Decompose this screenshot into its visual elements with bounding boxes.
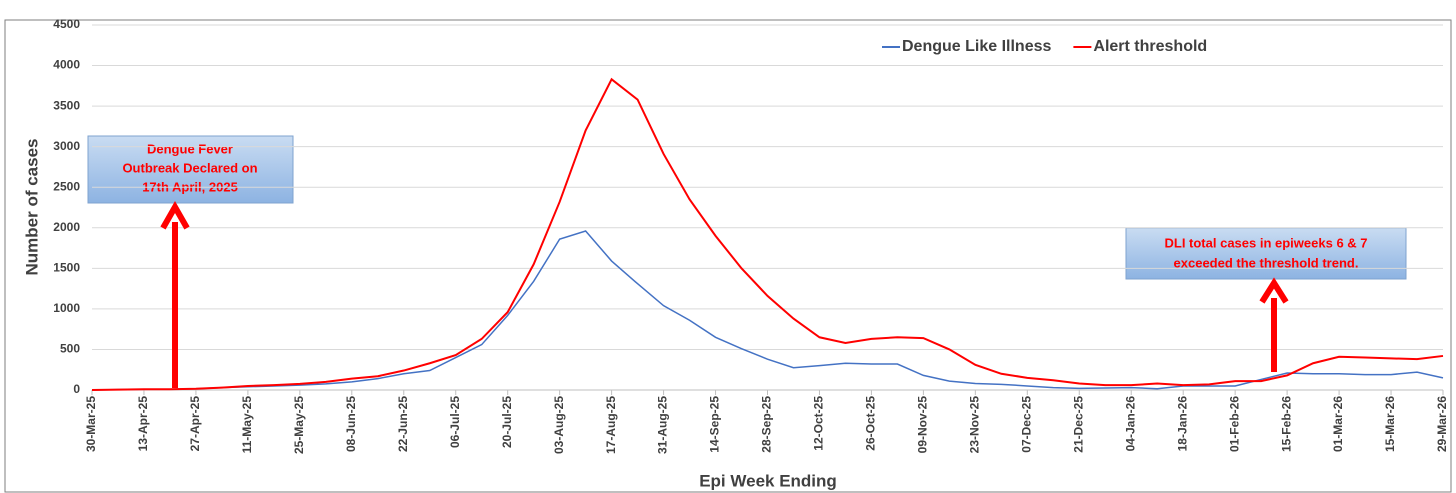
x-tick-label: 27-Apr-25 (188, 396, 202, 452)
y-tick-label: 500 (60, 342, 80, 356)
x-tick-label: 23-Nov-25 (968, 396, 982, 454)
series-line (91, 77, 1444, 391)
series-line (91, 230, 1444, 391)
annotation-text: exceeded the threshold trend. (1174, 255, 1359, 270)
x-tick-label: 31-Aug-25 (656, 396, 670, 454)
x-tick-label: 06-Jul-25 (448, 396, 462, 448)
annotation-text: Dengue Fever (147, 141, 233, 156)
x-tick-label: 09-Nov-25 (916, 396, 930, 454)
x-tick-label: 13-Apr-25 (136, 396, 150, 452)
x-tick-label: 22-Jun-25 (396, 396, 410, 452)
x-tick-label: 03-Aug-25 (552, 396, 566, 454)
annotation-text: Outbreak Declared on (122, 160, 257, 175)
plot: 0 500 1000 1500 2000 2500 3000 3500 4000 4500 30-M… (53, 17, 1449, 454)
y-tick-label: 0 (73, 382, 80, 396)
chart-frame (4, 19, 1452, 493)
x-tick-label: 29-Mar-26 (1435, 396, 1449, 452)
x-tick-label: 01-Mar-26 (1331, 396, 1345, 452)
y-tick-label: 2500 (53, 179, 80, 193)
x-tick-label: 15-Feb-26 (1279, 396, 1293, 452)
x-tick-label: 17-Aug-25 (604, 396, 618, 454)
x-tick-label: 14-Sep-25 (708, 396, 722, 453)
x-tick-label: 12-Oct-25 (812, 396, 826, 451)
x-tick-label: 11-May-25 (240, 396, 254, 454)
legend-label: Dengue Like Illness (902, 38, 1051, 55)
y-tick-label: 2000 (53, 220, 80, 234)
x-tick-label: 01-Feb-26 (1227, 396, 1241, 452)
y-axis-label: Number of cases (22, 139, 41, 276)
x-tick-label: 28-Sep-25 (760, 396, 774, 453)
y-tick-label: 4000 (53, 58, 80, 72)
arrow-head (160, 200, 190, 230)
arrow-head (1259, 277, 1289, 304)
y-tick-label: 3000 (53, 139, 80, 153)
y-tick-label: 4500 (53, 17, 80, 31)
x-tick-label: 15-Mar-26 (1383, 396, 1397, 452)
x-tick-label: 21-Dec-25 (1071, 396, 1085, 453)
x-tick-label: 04-Jan-26 (1123, 396, 1137, 452)
annotation-text: DLI total cases in epiweeks 6 & 7 (1164, 235, 1367, 250)
y-tick-label: 1000 (53, 301, 80, 315)
y-tick-label: 3500 (53, 98, 80, 112)
x-tick-label: 08-Jun-25 (344, 396, 358, 452)
x-tick-label: 20-Jul-25 (500, 396, 514, 448)
x-tick-label: 25-May-25 (292, 396, 306, 454)
x-tick-label: 26-Oct-25 (864, 396, 878, 451)
x-tick-label: 18-Jan-26 (1175, 396, 1189, 452)
legend-label: Alert threshold (1093, 38, 1207, 55)
x-axis-label: Epi Week Ending (699, 471, 837, 490)
y-tick-label: 1500 (53, 261, 80, 275)
x-tick-label: 07-Dec-25 (1019, 396, 1033, 453)
x-tick-label: 30-Mar-25 (84, 396, 98, 452)
